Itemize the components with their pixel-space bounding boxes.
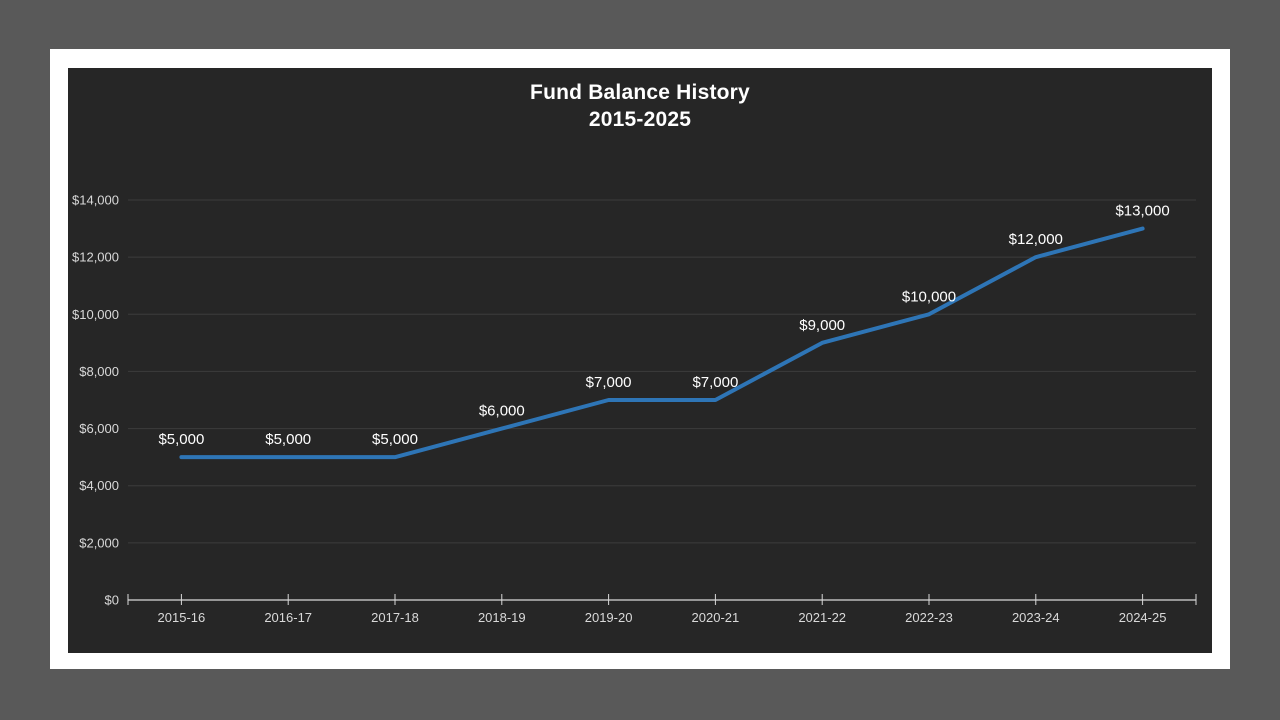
x-axis-label: 2024-25 <box>1119 610 1167 625</box>
chart-title-line-1: Fund Balance History <box>530 81 750 104</box>
data-label: $12,000 <box>1009 231 1063 248</box>
x-axis-label: 2016-17 <box>264 610 312 625</box>
x-axis-label: 2018-19 <box>478 610 526 625</box>
data-label: $13,000 <box>1115 203 1169 220</box>
x-axis-label: 2021-22 <box>798 610 846 625</box>
y-axis-label: $14,000 <box>72 193 119 208</box>
data-label: $9,000 <box>799 317 845 334</box>
fund-balance-chart[interactable]: Fund Balance History 2015-2025 $0 $2,000 $… <box>68 68 1212 653</box>
y-axis-label: $12,000 <box>72 250 119 265</box>
x-axis-label: 2015-16 <box>158 610 206 625</box>
chart-title: Fund Balance History 2015-2025 <box>68 79 1212 133</box>
series-line-fund-balance[interactable] <box>179 226 1145 460</box>
slide-canvas: Fund Balance History 2015-2025 $0 $2,000 $… <box>50 49 1230 669</box>
x-axis-label: 2017-18 <box>371 610 419 625</box>
data-label: $5,000 <box>265 431 311 448</box>
data-label: $7,000 <box>692 374 738 391</box>
data-label: $6,000 <box>479 403 525 420</box>
y-axis-label: $2,000 <box>79 535 119 550</box>
x-axis-label: 2019-20 <box>585 610 633 625</box>
y-axis-label: $4,000 <box>79 478 119 493</box>
data-label: $10,000 <box>902 288 956 305</box>
data-label: $5,000 <box>372 431 418 448</box>
y-axis-label: $0 <box>105 593 119 608</box>
x-axis-label: 2022-23 <box>905 610 953 625</box>
data-label: $5,000 <box>158 431 204 448</box>
data-label: $7,000 <box>586 374 632 391</box>
chart-title-line-2: 2015-2025 <box>588 108 692 131</box>
y-axis-label: $6,000 <box>79 421 119 436</box>
y-axis-label: $8,000 <box>79 364 119 379</box>
x-axis-label: 2020-21 <box>692 610 740 625</box>
x-axis-label: 2023-24 <box>1012 610 1060 625</box>
plot-area: $0 $2,000 $4,000 $6,000 $8,000 $10,000 $12,000… <box>72 193 1197 625</box>
y-axis-label: $10,000 <box>72 307 119 322</box>
